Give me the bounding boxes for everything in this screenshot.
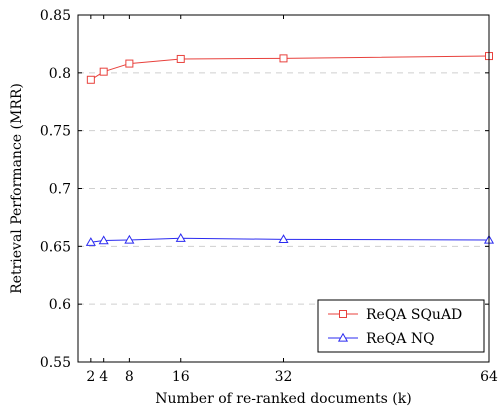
data-point-square [279, 54, 288, 63]
x-axis-title: Number of re-ranked documents (k) [155, 391, 411, 407]
data-point-square [125, 59, 134, 68]
data-point-square [339, 310, 347, 318]
data-point-square [99, 67, 108, 76]
grid-lines [78, 72, 489, 305]
y-tick-label: 0.75 [40, 124, 71, 140]
x-tick-label: 32 [275, 369, 293, 385]
legend-label: ReQA NQ [366, 331, 435, 347]
data-point-square [86, 75, 95, 84]
data-point-triangle [175, 233, 186, 242]
y-tick-label: 0.55 [40, 355, 71, 371]
legend-box [317, 299, 485, 353]
series-line [90, 237, 490, 243]
data-point-triangle [337, 332, 349, 342]
x-tick-label: 2 [86, 369, 95, 385]
y-tick-label: 0.85 [40, 8, 71, 24]
x-tick-label: 16 [172, 369, 190, 385]
y-axis-title: Retrieval Performance (MRR) [9, 83, 25, 294]
series-line [90, 55, 490, 81]
x-tick-label: 64 [480, 369, 498, 385]
legend-item: ReQA SQuAD [328, 307, 462, 323]
y-tick-label: 0.7 [49, 182, 71, 198]
x-tick-label: 8 [125, 369, 134, 385]
legend-label: ReQA SQuAD [366, 307, 462, 323]
y-tick-label: 0.65 [40, 239, 71, 255]
data-point-triangle [85, 237, 96, 246]
y-tick-label: 0.8 [49, 66, 71, 82]
data-point-triangle [278, 234, 289, 244]
legend: ReQA SQuAD ReQA NQ [317, 299, 485, 353]
data-point-square [176, 54, 185, 63]
legend-item: ReQA NQ [328, 331, 435, 347]
data-point-triangle [124, 234, 135, 244]
x-tick-label: 4 [99, 369, 108, 385]
data-point-triangle [98, 235, 109, 245]
axis-ticks: 0.55 0.6 0.65 0.7 0.75 0.8 0.85 2 4 8 16 32 64 [40, 8, 498, 385]
series-reqa-squad [86, 52, 493, 84]
series-reqa-nq [85, 233, 495, 246]
plot-series [85, 52, 495, 246]
y-tick-label: 0.6 [49, 297, 71, 313]
